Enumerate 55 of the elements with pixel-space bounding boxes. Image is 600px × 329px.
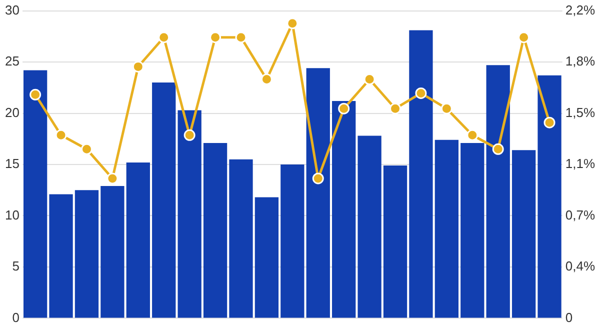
bar bbox=[383, 166, 408, 318]
point bbox=[235, 32, 247, 44]
bar bbox=[229, 159, 253, 318]
y2-tick-label: 1,1% bbox=[565, 156, 596, 172]
point bbox=[30, 88, 42, 100]
bar bbox=[152, 82, 176, 318]
bar bbox=[100, 186, 124, 318]
point bbox=[338, 102, 350, 114]
point bbox=[132, 60, 144, 72]
bar bbox=[409, 30, 433, 318]
point bbox=[492, 143, 504, 155]
bar bbox=[280, 164, 304, 318]
y2-tick-label: 1,8% bbox=[565, 54, 596, 69]
point bbox=[390, 102, 402, 114]
bar bbox=[486, 65, 510, 318]
bar bbox=[538, 75, 562, 318]
point bbox=[466, 129, 478, 141]
y-tick-label: 30 bbox=[4, 2, 20, 18]
bar bbox=[49, 194, 73, 318]
y2-tick-label: 2,2% bbox=[565, 2, 596, 18]
y-tick-label: 0 bbox=[12, 310, 20, 325]
y-tick-label: 10 bbox=[4, 207, 20, 222]
y-tick-label: 20 bbox=[4, 104, 20, 120]
bar bbox=[306, 68, 330, 318]
point bbox=[158, 32, 170, 44]
y2-tick-label: 0,4% bbox=[565, 258, 596, 274]
y-tick-label: 15 bbox=[4, 156, 20, 172]
bar bbox=[460, 142, 484, 318]
bar bbox=[74, 190, 99, 318]
bar bbox=[178, 110, 202, 318]
y-tick-label: 25 bbox=[4, 54, 20, 69]
point bbox=[440, 102, 452, 114]
point bbox=[518, 32, 530, 44]
point bbox=[544, 116, 556, 128]
bar bbox=[358, 136, 382, 318]
point bbox=[80, 143, 92, 155]
bar bbox=[254, 197, 279, 318]
point bbox=[415, 87, 427, 99]
bar bbox=[434, 140, 458, 318]
point bbox=[55, 129, 67, 141]
point bbox=[106, 172, 118, 184]
point bbox=[184, 129, 196, 141]
y2-tick-label: 0 bbox=[565, 310, 573, 325]
point bbox=[286, 18, 298, 30]
bar bbox=[512, 150, 536, 318]
point bbox=[312, 172, 324, 184]
bar bbox=[23, 70, 48, 318]
y2-tick-label: 1,5% bbox=[565, 104, 596, 120]
point bbox=[364, 74, 376, 86]
y2-tick-label: 0,7% bbox=[565, 207, 596, 222]
bar bbox=[126, 162, 150, 318]
y-tick-label: 5 bbox=[12, 258, 20, 274]
point bbox=[210, 32, 222, 44]
bar bbox=[332, 100, 356, 318]
bar bbox=[203, 142, 228, 318]
